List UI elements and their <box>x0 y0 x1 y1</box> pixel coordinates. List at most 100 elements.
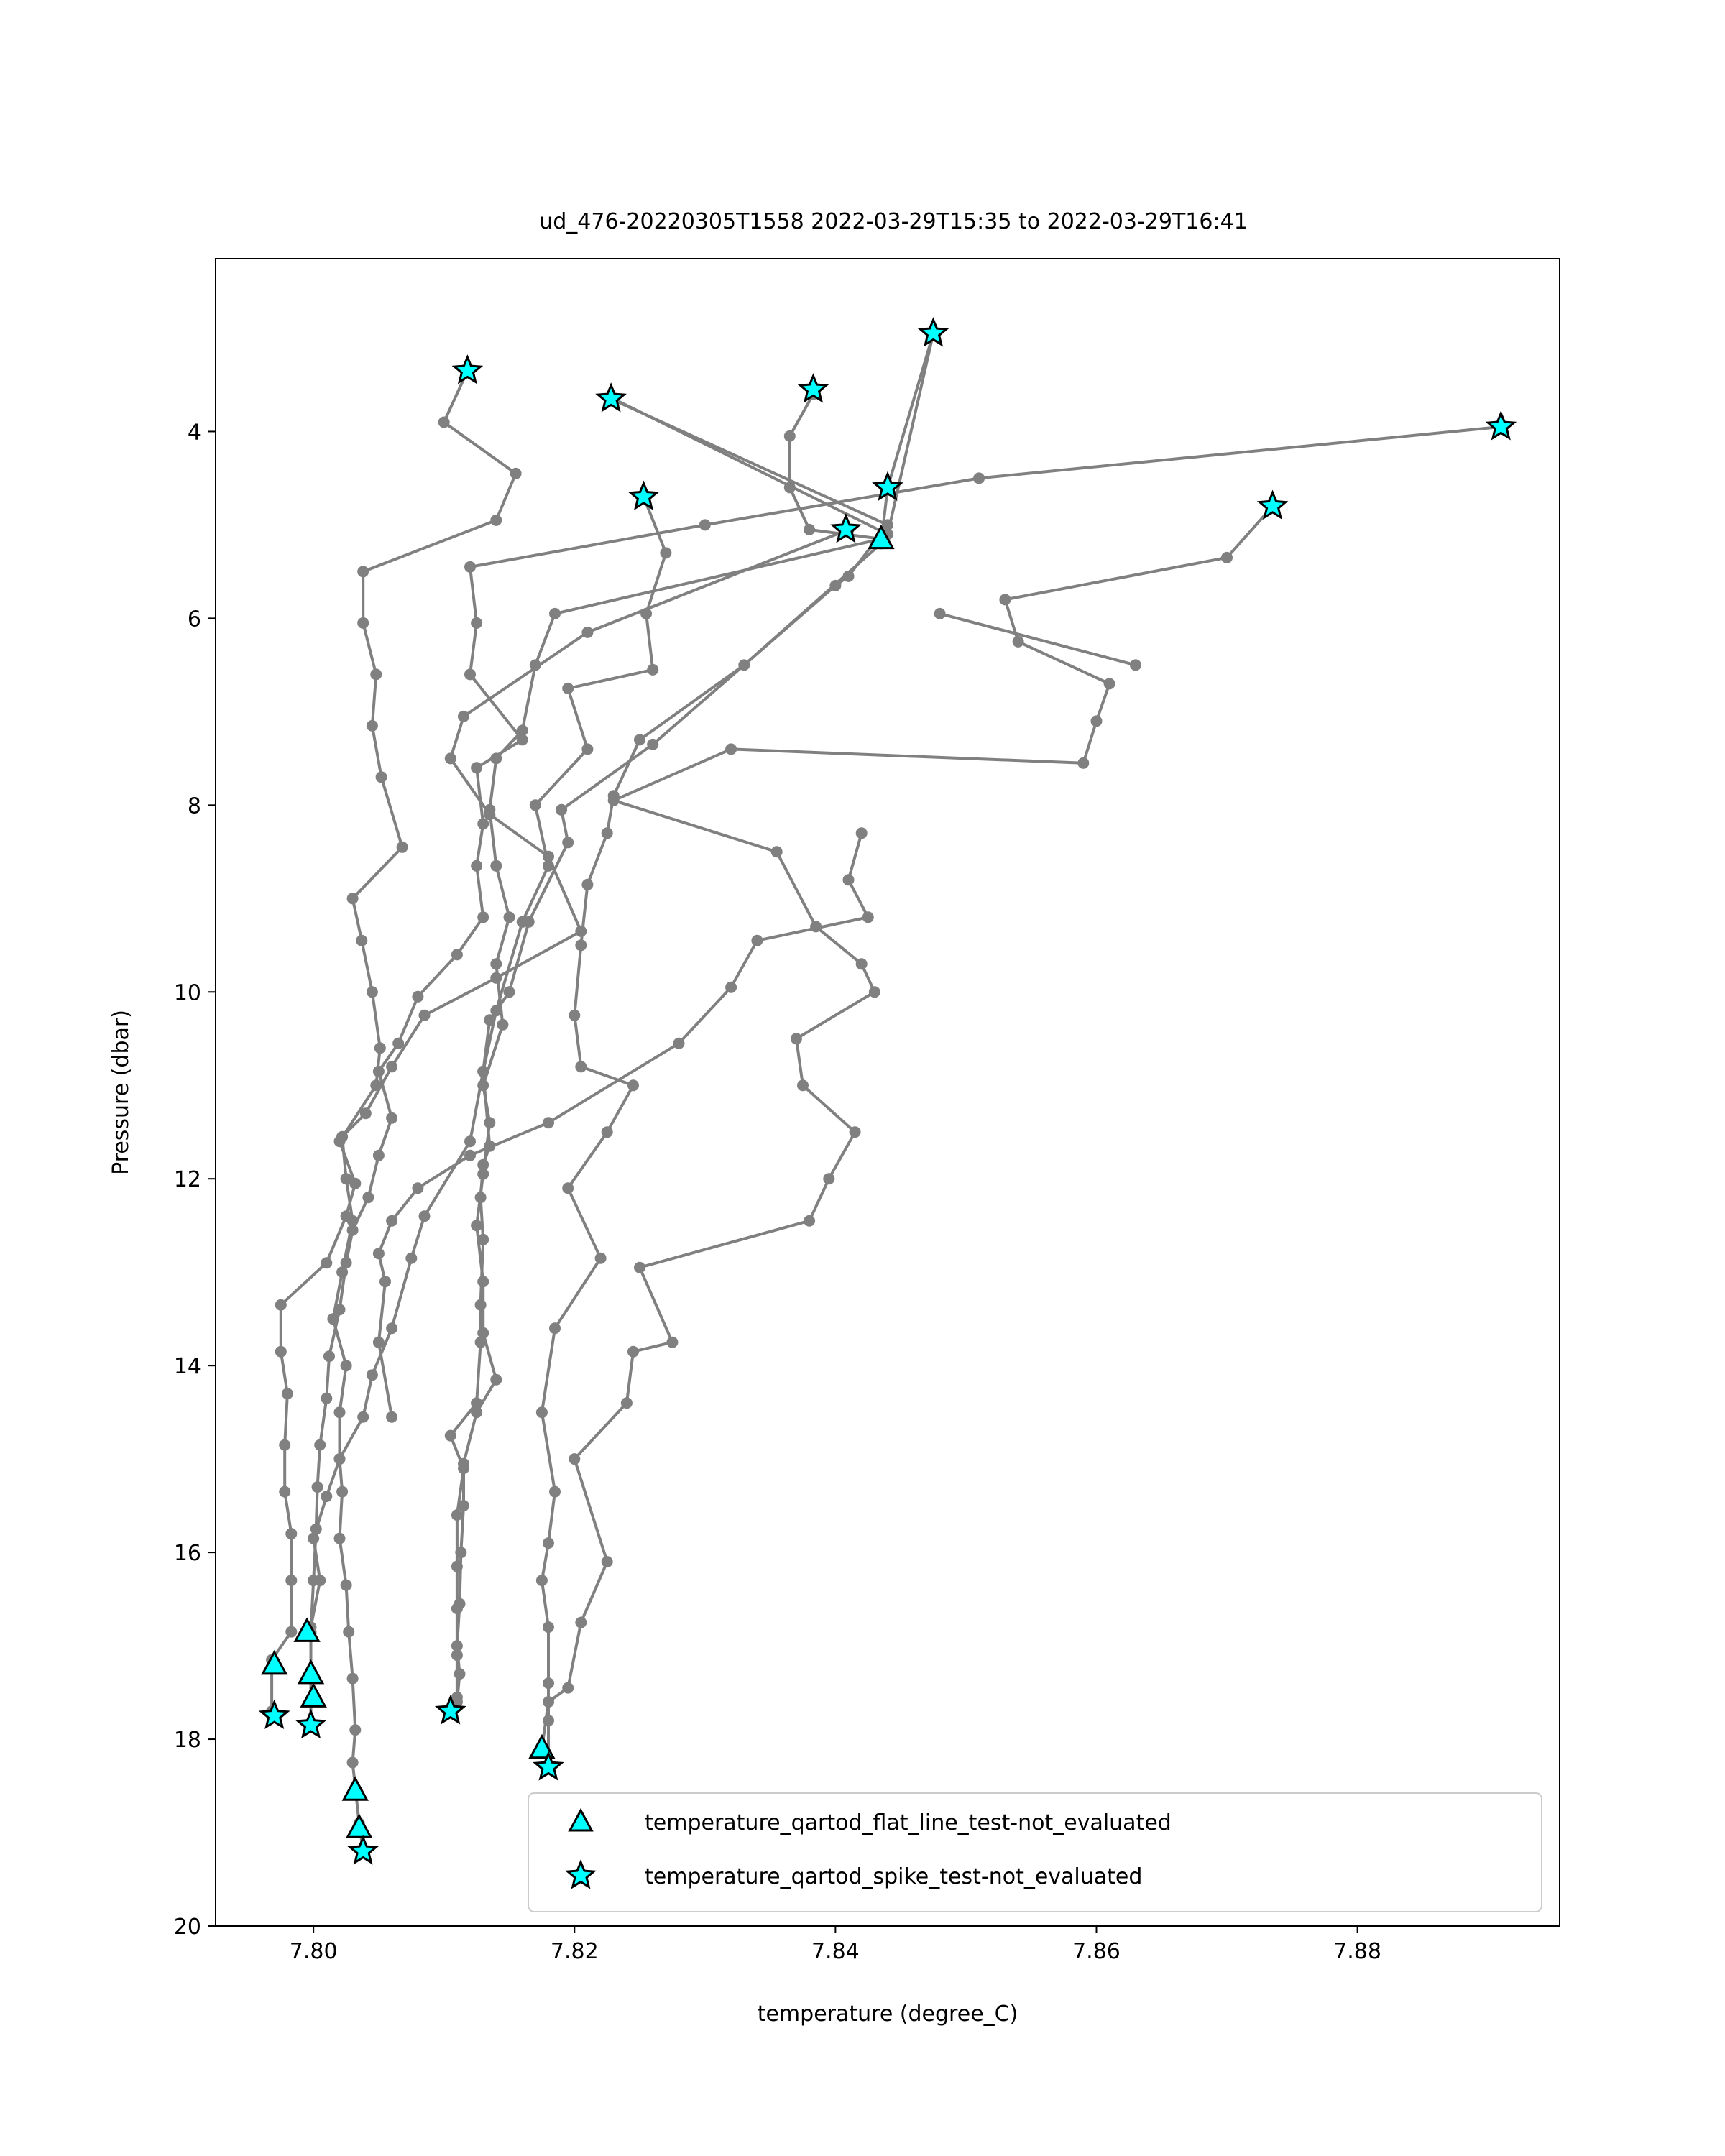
profile-point <box>543 1696 554 1708</box>
data-layer <box>258 317 1517 1865</box>
profile-point <box>1130 659 1141 671</box>
profile-point <box>336 1130 349 1143</box>
x-axis-label: temperature (degree_C) <box>758 2001 1018 2027</box>
spike-test-marker <box>917 317 949 347</box>
profile-point <box>868 986 880 998</box>
profile-point <box>842 874 855 886</box>
x-tick-label: 7.80 <box>290 1939 338 1964</box>
profile-point <box>849 1126 861 1138</box>
profile-point <box>725 981 737 993</box>
profile-point <box>477 1233 489 1245</box>
profile-point <box>503 911 515 923</box>
profile-point <box>601 827 613 839</box>
profile-point <box>444 1429 456 1442</box>
flat-line-test-marker <box>528 1733 556 1759</box>
profile-point <box>464 1135 476 1148</box>
profile-point <box>490 860 502 872</box>
profile-point <box>281 1388 293 1400</box>
profile-point <box>1221 551 1233 563</box>
profile-point <box>386 1215 398 1227</box>
profile-point <box>451 1509 463 1521</box>
profile-point <box>451 1640 463 1652</box>
y-axis-label: Pressure (dbar) <box>109 1010 134 1175</box>
profile-point <box>510 467 522 479</box>
profile-point <box>634 1261 645 1273</box>
profile-point <box>464 1149 476 1161</box>
profile-point <box>634 734 645 746</box>
profile-point <box>458 1457 469 1470</box>
profile-point <box>725 743 737 755</box>
profile-point <box>477 1327 489 1339</box>
spike-test-marker <box>872 471 903 501</box>
profile-point <box>418 1210 431 1222</box>
profile-point <box>855 827 868 839</box>
profile-point <box>562 1682 574 1694</box>
profile-point <box>601 1556 613 1568</box>
profile-point <box>357 1411 369 1423</box>
profile-point <box>647 738 659 750</box>
y-tick-label: 6 <box>188 607 201 632</box>
profile-point <box>477 818 489 830</box>
profile-point <box>797 1079 809 1092</box>
profile-point <box>575 1616 587 1628</box>
profile-point <box>310 1523 322 1535</box>
profile-point <box>471 1406 483 1419</box>
profile-point <box>458 1500 469 1512</box>
profile-point <box>396 841 408 853</box>
x-tick-label: 7.88 <box>1333 1939 1381 1964</box>
legend-label: temperature_qartod_spike_test-not_evalua… <box>645 1864 1142 1889</box>
profile-point <box>392 1037 405 1049</box>
profile-point <box>366 986 378 998</box>
profile-line <box>377 832 870 1418</box>
profile-line <box>309 425 1501 1726</box>
profile-point <box>673 1037 685 1049</box>
profile-point <box>484 1117 496 1129</box>
profile-point <box>275 1345 287 1358</box>
profile-point <box>362 1192 374 1204</box>
profile-point <box>464 668 476 681</box>
flat-line-test-marker <box>868 524 895 550</box>
profile-line <box>331 528 850 1852</box>
profile-point <box>458 710 469 722</box>
profile-point <box>829 579 842 591</box>
profile-line-group <box>327 523 855 1857</box>
profile-point <box>569 1453 581 1465</box>
profile-point <box>334 1304 346 1316</box>
profile-line-group <box>372 827 874 1423</box>
y-tick-label: 10 <box>174 980 201 1005</box>
flat-line-test-marker <box>341 1776 369 1801</box>
profile-point <box>490 958 502 970</box>
profile-point <box>285 1575 298 1587</box>
profile-point <box>334 1532 346 1544</box>
profile-point <box>336 1485 349 1498</box>
profile-line-group <box>266 365 522 1718</box>
profile-line-group <box>305 491 672 1634</box>
profile-point <box>346 1672 359 1685</box>
profile-point <box>477 1168 489 1180</box>
profile-point <box>556 803 568 816</box>
profile-point <box>366 719 378 732</box>
profile-point <box>340 1173 352 1185</box>
profile-point <box>412 1182 424 1194</box>
profile-point <box>346 1224 359 1236</box>
flat-line-test-marker <box>346 1813 373 1838</box>
profile-point <box>349 1177 362 1189</box>
legend-box <box>528 1792 1542 1912</box>
profile-line <box>540 333 935 1767</box>
profile-point <box>340 1257 352 1269</box>
profile-point <box>412 990 424 1003</box>
spike-test-marker <box>1485 410 1517 441</box>
profile-point <box>349 1724 362 1736</box>
profile-point <box>770 846 783 858</box>
profile-point <box>321 1257 333 1269</box>
profile-point <box>490 972 502 984</box>
profile-point <box>575 939 587 952</box>
profile-line-group <box>535 500 1279 1755</box>
profile-point <box>543 1621 554 1634</box>
spike-test-marker <box>830 512 862 543</box>
profile-point <box>783 430 796 442</box>
profile-point <box>581 743 594 755</box>
profile-point <box>405 1252 418 1264</box>
flat-line-test-marker <box>297 1659 325 1685</box>
